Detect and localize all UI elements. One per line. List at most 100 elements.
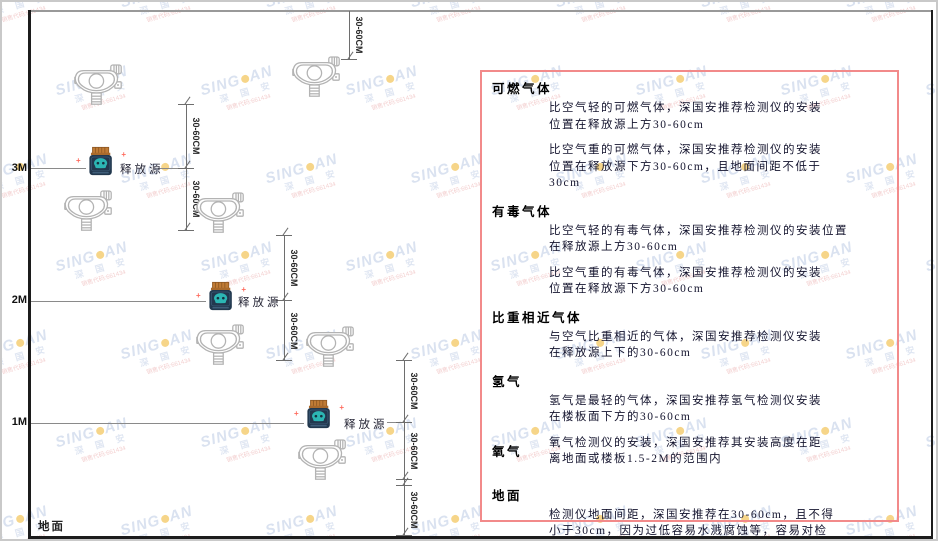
dimension-tick — [276, 360, 292, 361]
section-paragraph: 氧气检测仪的安装，深国安推荐其安装高度在距 离地面或楼板1.5-2M的范围内 — [549, 436, 822, 466]
section-heading: 氧气 — [492, 444, 523, 459]
dimension-tick — [276, 300, 292, 301]
section-heading: 地面 — [492, 488, 523, 503]
level-line-2m — [31, 301, 206, 302]
release-source-label: 释放源 — [238, 297, 282, 309]
brand-dot-icon — [449, 338, 460, 348]
dimension-tick — [178, 168, 194, 169]
dimension-tick — [276, 235, 292, 236]
release-source-icon: + + — [196, 281, 246, 313]
release-source-icon: + + — [294, 399, 344, 431]
section-flammable-gas: 可燃气体 比空气轻的可燃气体，深国安推荐检测仪的安装 位置在释放源上方30-60… — [492, 78, 887, 192]
dimension-label: 30-60CM — [409, 491, 419, 529]
level-connector-3m — [158, 168, 186, 169]
dimension-label: 30-60CM — [409, 372, 419, 410]
section-hydrogen: 氢气 氢气是最轻的气体，深国安推荐氢气检测仪安装 在楼板面下方的30-60cm — [492, 371, 887, 426]
sparkle-icon: + — [121, 150, 126, 159]
brand-dot-icon — [449, 514, 460, 524]
section-paragraph: 比空气轻的有毒气体，深国安推荐检测仪的安装位置 在释放源上方30-60cm — [549, 224, 848, 254]
section-paragraph: 检测仪地面间距，深国安推荐在30-60cm，且不得 小于30cm，因为过低容易水… — [549, 508, 835, 538]
dimension-line-1m — [404, 360, 405, 536]
right-border-line — [931, 10, 933, 539]
sparkle-icon: + — [294, 409, 299, 418]
brand-dot-icon — [239, 250, 250, 260]
gas-detector-icon — [196, 192, 244, 234]
section-ground: 地面 检测仪地面间距，深国安推荐在30-60cm，且不得 小于30cm，因为过低… — [492, 485, 887, 540]
brand-dot-icon — [449, 162, 460, 172]
dimension-label: 30-60CM — [289, 249, 299, 287]
dimension-tick — [178, 104, 194, 105]
gas-detector-icon — [298, 439, 346, 481]
dimension-label: 30-60CM — [354, 16, 364, 54]
section-paragraph: 与空气比重相近的气体，深国安推荐检测仪安装 在释放源上下的30-60cm — [549, 330, 822, 360]
brand-dot-icon — [94, 426, 105, 436]
section-paragraph: 比空气重的可燃气体，深国安推荐检测仪的安装 位置在释放源下方30-60cm，且地… — [549, 144, 822, 189]
level-line-1m — [31, 423, 304, 424]
height-label-2m: 2M — [11, 294, 27, 306]
wall-axis-line — [28, 10, 31, 539]
sparkle-icon: + — [76, 156, 81, 165]
brand-dot-icon — [159, 514, 170, 524]
section-heading: 氢气 — [492, 374, 523, 389]
dimension-tick — [396, 360, 412, 361]
sparkle-icon: + — [241, 285, 246, 294]
gas-detector-icon — [64, 190, 112, 232]
ground-line — [28, 536, 933, 539]
dimension-label: 30-60CM — [191, 117, 201, 155]
gas-detector-icon — [306, 326, 354, 368]
dimension-tick — [396, 535, 412, 536]
section-toxic-gas: 有毒气体 比空气轻的有毒气体，深国安推荐检测仪的安装位置 在释放源上方30-60… — [492, 201, 887, 298]
section-paragraph: 比空气重的有毒气体，深国安推荐检测仪的安装 位置在释放源下方30-60cm — [549, 266, 822, 296]
section-heading: 比重相近气体 — [492, 310, 583, 325]
release-source-icon: + + — [76, 146, 126, 178]
dimension-tick — [396, 422, 412, 423]
dimension-tick — [178, 230, 194, 231]
brand-dot-icon — [159, 338, 170, 348]
section-similar-density-gas: 比重相近气体 与空气比重相近的气体，深国安推荐检测仪安装 在释放源上下的30-6… — [492, 307, 887, 362]
section-heading: 可燃气体 — [492, 82, 553, 96]
brand-dot-icon — [14, 514, 25, 524]
dimension-tick — [396, 479, 412, 480]
release-source-label: 释放源 — [120, 164, 164, 176]
section-oxygen: 氧气 氧气检测仪的安装，深国安推荐其安装高度在距 离地面或楼板1.5-2M的范围… — [492, 435, 887, 477]
sparkle-icon: + — [196, 291, 201, 300]
dimension-tick — [396, 485, 412, 486]
dimension-label: 30-60CM — [409, 432, 419, 470]
brand-dot-icon — [239, 426, 250, 436]
gas-detector-icon — [292, 56, 340, 98]
section-heading: 有毒气体 — [492, 204, 553, 219]
gas-detector-icon — [196, 324, 244, 366]
dimension-line-ceiling — [349, 11, 350, 59]
gas-detector-icon — [74, 64, 122, 106]
dimension-line-3m — [186, 104, 187, 230]
brand-dot-icon — [384, 74, 395, 84]
brand-dot-icon — [239, 74, 250, 84]
brand-dot-icon — [304, 162, 315, 172]
brand-dot-icon — [384, 250, 395, 260]
brand-dot-icon — [304, 514, 315, 524]
ceiling-line — [28, 10, 933, 12]
installation-guide-panel: 可燃气体 比空气轻的可燃气体，深国安推荐检测仪的安装 位置在释放源上方30-60… — [480, 70, 899, 537]
sparkle-icon: + — [339, 403, 344, 412]
height-label-3m: 3M — [11, 162, 27, 174]
release-source-label: 释放源 — [344, 419, 388, 431]
dimension-tick — [341, 59, 357, 60]
ground-label: 地面 — [38, 521, 65, 533]
brand-dot-icon — [94, 250, 105, 260]
level-line-3m — [31, 168, 86, 169]
